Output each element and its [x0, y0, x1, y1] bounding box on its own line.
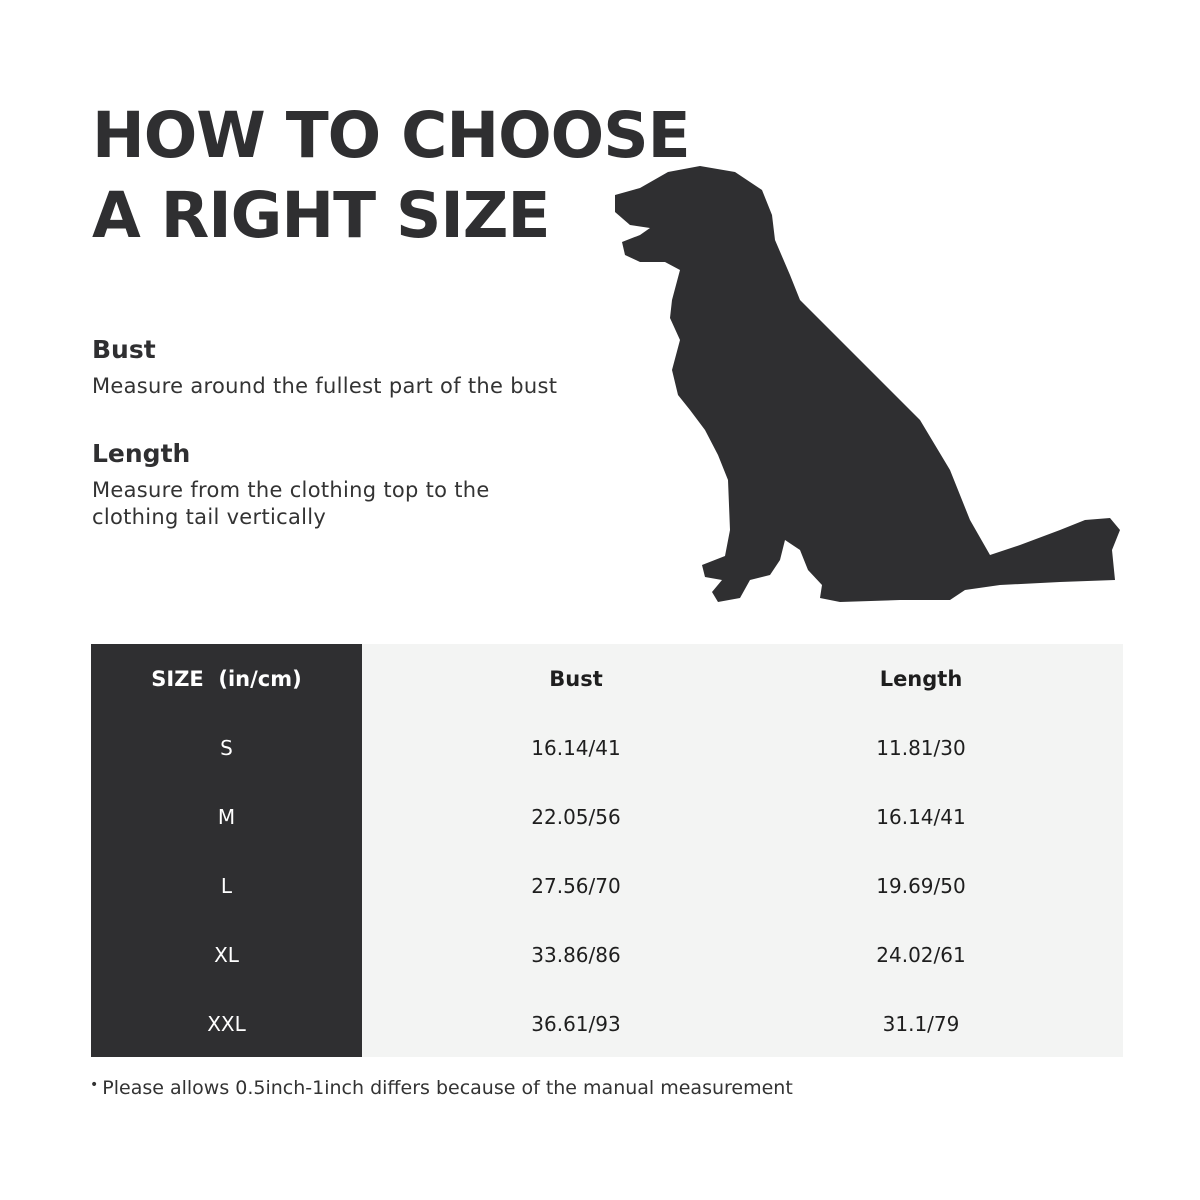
table-header-row: SIZE (in/cm) Bust Length: [91, 644, 1123, 713]
length-cell: 16.14/41: [876, 804, 966, 829]
size-cell: L: [220, 873, 233, 898]
size-column-background: [91, 644, 362, 1057]
title-line-2: A RIGHT SIZE: [92, 179, 551, 252]
size-cell: XL: [214, 942, 239, 967]
bust-heading: Bust: [92, 335, 156, 364]
measurement-note: • Please allows 0.5inch-1inch differs bec…: [90, 1077, 793, 1099]
table-row: XXL 36.61/93 31.1/79: [91, 989, 1123, 1058]
page-title: HOW TO CHOOSE A RIGHT SIZE: [92, 96, 691, 256]
bullet-icon: •: [90, 1077, 99, 1093]
title-line-1: HOW TO CHOOSE: [92, 99, 691, 172]
size-cell: XXL: [207, 1011, 246, 1036]
length-cell: 31.1/79: [882, 1011, 960, 1036]
size-table: SIZE (in/cm) Bust Length S 16.14/41 11.8…: [91, 644, 1123, 1057]
bust-cell: 22.05/56: [531, 804, 621, 829]
table-row: XL 33.86/86 24.02/61: [91, 920, 1123, 989]
bust-cell: 16.14/41: [531, 735, 621, 760]
bust-description: Measure around the fullest part of the b…: [92, 374, 558, 398]
header-length: Length: [879, 666, 963, 691]
size-cell: M: [217, 804, 236, 829]
length-description-line-1: Measure from the clothing top to the: [92, 478, 490, 502]
length-description: Measure from the clothing top to the clo…: [92, 477, 490, 531]
table-row: L 27.56/70 19.69/50: [91, 851, 1123, 920]
header-bust: Bust: [549, 666, 603, 691]
bust-cell: 27.56/70: [531, 873, 621, 898]
length-description-line-2: clothing tail vertically: [92, 505, 327, 529]
bust-cell: 33.86/86: [531, 942, 621, 967]
header-size: SIZE (in/cm): [151, 666, 302, 691]
bust-cell: 36.61/93: [531, 1011, 621, 1036]
note-text: Please allows 0.5inch-1inch differs beca…: [102, 1077, 793, 1099]
length-cell: 19.69/50: [876, 873, 966, 898]
length-cell: 24.02/61: [876, 942, 966, 967]
length-cell: 11.81/30: [876, 735, 966, 760]
table-row: S 16.14/41 11.81/30: [91, 713, 1123, 782]
dog-silhouette-icon: [615, 166, 1120, 602]
table-row: M 22.05/56 16.14/41: [91, 782, 1123, 851]
size-cell: S: [220, 735, 233, 760]
length-heading: Length: [92, 439, 191, 468]
